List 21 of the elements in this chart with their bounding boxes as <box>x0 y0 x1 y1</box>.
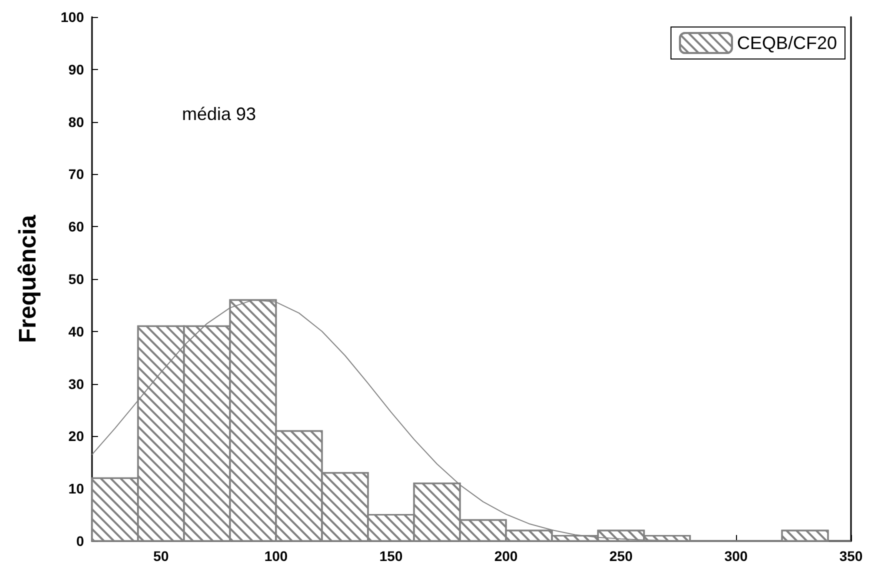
y-tick-label: 70 <box>68 166 84 182</box>
legend-label: CEQB/CF20 <box>736 33 838 53</box>
x-tick-label: 100 <box>264 548 288 564</box>
y-tick-label: 40 <box>68 323 84 340</box>
y-tick-label: 30 <box>68 376 84 392</box>
x-tick-label: 200 <box>494 548 518 564</box>
x-tick-label: 150 <box>379 548 403 564</box>
x-tick-label: 50 <box>153 548 169 564</box>
x-tick-label: 300 <box>724 548 748 564</box>
y-tick-label: 10 <box>68 480 84 497</box>
y-tick-label: 80 <box>68 114 84 130</box>
y-tick-label: 20 <box>68 428 84 444</box>
y-tick-label: 0 <box>76 533 84 549</box>
x-tick-label: 350 <box>839 548 863 564</box>
y-axis-title: Frequência <box>14 214 42 344</box>
y-tick-label: 60 <box>68 218 84 235</box>
y-tick-label: 90 <box>68 61 84 78</box>
x-tick-label: 250 <box>609 548 633 564</box>
y-tick-label: 50 <box>68 271 84 287</box>
annotation: média 93 <box>182 104 256 124</box>
y-tick-label: 100 <box>60 9 84 25</box>
